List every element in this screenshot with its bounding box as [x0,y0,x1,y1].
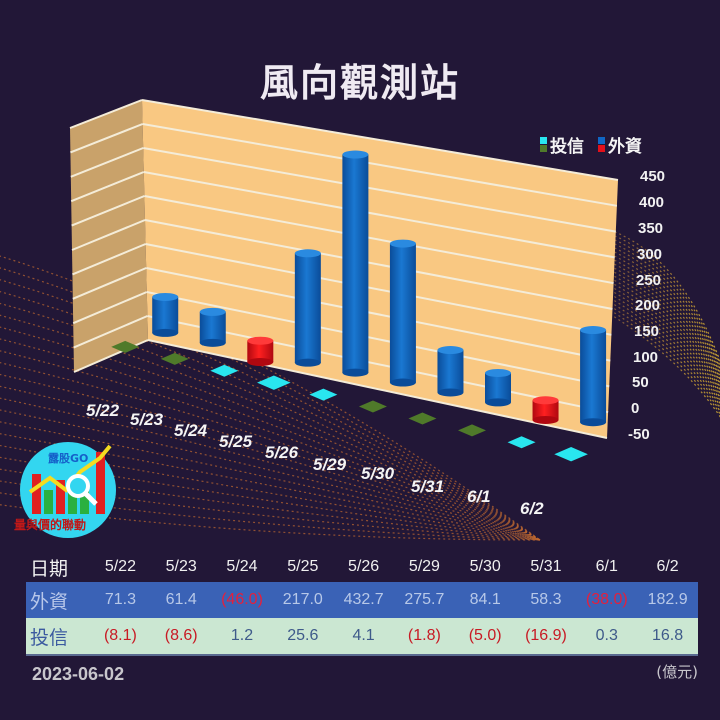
table-cell: 5/26 [348,558,380,575]
marker-trust [358,400,387,413]
y-tick: 100 [633,349,659,366]
legend-label: 外資 [608,137,642,157]
bar-foreign [152,292,179,337]
x-label: 5/22 [86,401,120,420]
x-label: 5/31 [411,477,445,496]
bar-foreign [437,346,464,397]
table-row-dates: 日期 5/22 5/23 5/24 5/25 5/26 5/29 5/30 5/31 6/1 6/… [26,552,698,582]
table-cell: 5/29 [408,558,440,575]
table-row-trust: 投信 (8.1) (8.6) 1.2 25.6 4.1 (1.8) (5.0) (16.9) 0… [26,618,698,656]
unit-label: (億元) [656,663,698,681]
table-cell: 5/24 [226,558,258,575]
table-cell: 4.1 [352,627,375,644]
y-tick: 450 [640,168,666,185]
table-cell: 16.8 [652,627,684,644]
table-cell: (16.9) [525,627,567,644]
chart-legend: 投信 外資 [540,132,642,157]
marker-trust [554,447,588,462]
y-tick: 350 [638,220,664,237]
table-cell: (46.0) [221,591,263,608]
brand-logo: 露股GO 量與價的聯動 [12,442,122,552]
page-title: 風向觀測站 [259,61,460,105]
table-cell: (5.0) [468,627,502,644]
marker-trust [309,388,338,401]
x-label: 5/23 [130,410,164,429]
chart-magnifier-icon [28,444,112,514]
row-header: 外資 [30,590,69,613]
table-cell: 1.2 [230,627,254,644]
table-cell: 5/23 [165,558,197,575]
legend-item-foreign: 外資 [598,132,642,157]
legend-swatch-icon [540,137,547,152]
bar-foreign [580,326,607,427]
table-cell: 5/31 [530,558,562,575]
y-tick: -50 [628,426,650,443]
table-cell: (8.1) [103,627,137,644]
table-cell: 61.4 [165,591,197,608]
bar-foreign [485,368,512,407]
table-cell: 25.6 [287,627,319,644]
logo-text: 露股GO [48,452,89,465]
y-tick: 300 [637,246,663,263]
table-cell: 58.3 [530,591,562,608]
y-tick: 250 [636,272,662,289]
x-label: 6/2 [520,499,544,518]
table-cell: 5/22 [104,558,136,575]
side-wall [70,100,148,372]
legend-label: 投信 [550,137,584,157]
y-tick: 0 [631,400,640,417]
table-cell: (1.8) [407,627,441,644]
table-cell: 6/2 [656,558,679,575]
chart-3d [0,99,720,541]
bar-foreign [532,396,559,424]
table-cell: 84.1 [469,591,501,608]
x-label: 5/26 [265,443,299,462]
table-cell: (8.6) [164,627,198,644]
bar-foreign [389,239,416,387]
legend-item-trust: 投信 [540,132,584,157]
y-tick: 200 [635,297,661,314]
table-cell: 182.9 [647,591,688,608]
marker-trust [111,340,140,353]
x-label: 5/24 [174,421,208,440]
x-label: 5/30 [361,464,395,483]
y-tick: 400 [639,194,665,211]
table-cell: (38.0) [585,591,628,608]
bar-foreign [294,249,321,367]
x-label: 5/25 [219,432,253,451]
bar-foreign [342,150,369,377]
report-date: 2023-06-02 [32,664,125,684]
marker-trust [210,364,239,377]
y-tick: 150 [634,323,660,340]
x-label: 6/1 [467,487,491,506]
bar-foreign [247,336,274,367]
table-cell: 0.3 [595,627,618,644]
marker-trust [257,375,291,390]
data-table: 日期 5/22 5/23 5/24 5/25 5/26 5/29 5/30 5/31 6/1 6/… [26,552,698,656]
table-cell: 432.7 [343,591,384,608]
table-cell: 217.0 [282,591,323,608]
logo-caption: 量與價的聯動 [14,518,87,532]
legend-swatch-icon [598,137,605,152]
row-header: 日期 [30,557,69,580]
table-cell: 6/1 [595,558,618,575]
marker-trust [160,352,189,365]
table-cell: 275.7 [404,591,445,608]
table-row-foreign: 外資 71.3 61.4 (46.0) 217.0 432.7 275.7 84.1 58.3… [26,582,698,618]
x-label: 5/29 [313,455,347,474]
marker-trust [458,424,487,437]
marker-trust [507,436,536,449]
marker-trust [408,412,437,425]
table-cell: 5/30 [469,558,501,575]
bar-foreign [199,307,226,347]
y-tick: 50 [632,374,649,391]
row-header: 投信 [30,626,69,649]
table-cell: 71.3 [104,591,136,608]
table-cell: 5/25 [287,558,319,575]
